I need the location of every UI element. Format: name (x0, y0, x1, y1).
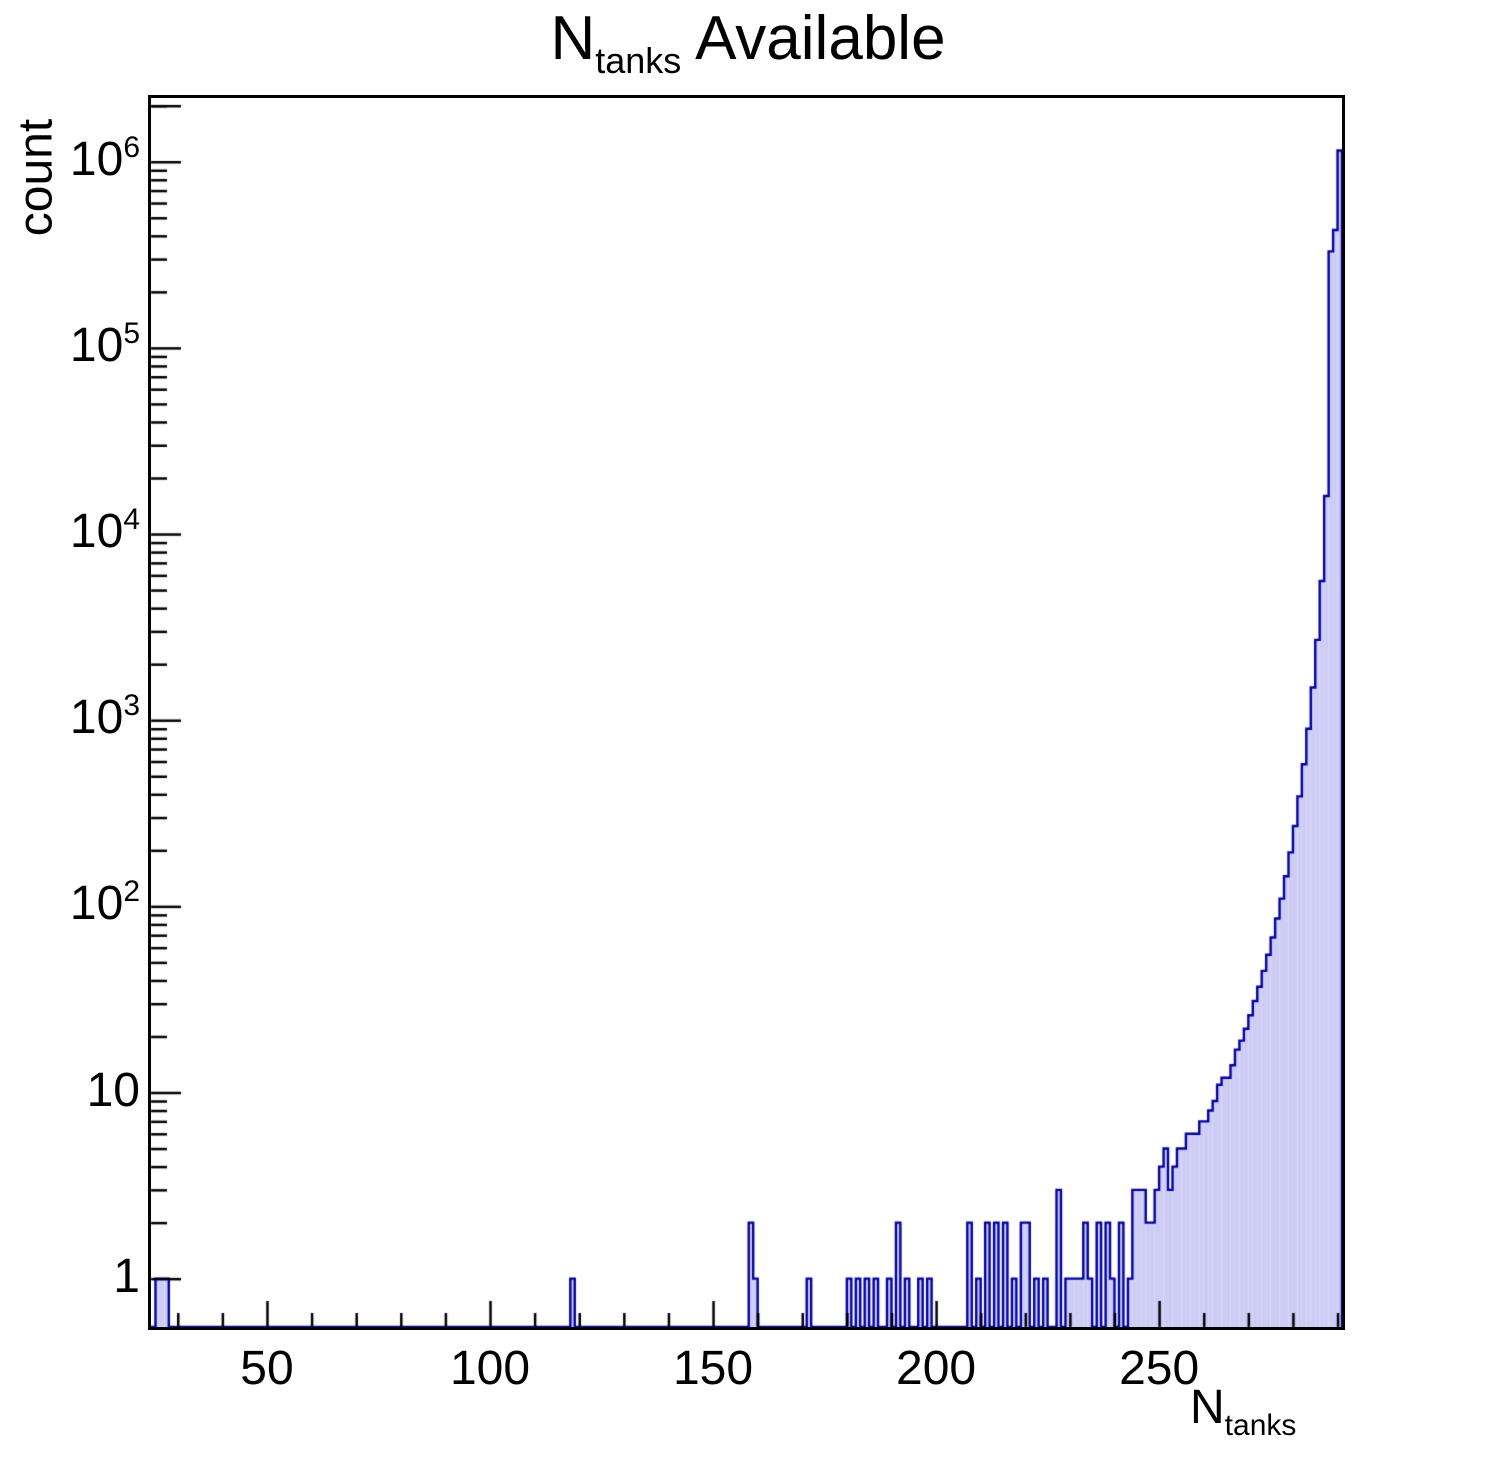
y-tick-exponent: 3 (123, 689, 140, 723)
y-tick-label: 104 (69, 503, 140, 562)
x-tick-label: 50 (240, 1342, 294, 1395)
y-tick-label: 102 (69, 875, 140, 934)
x-axis-label-subscript: tanks (1224, 1409, 1297, 1442)
y-axis-label: count (9, 118, 63, 237)
y-tick-mantissa: 10 (69, 505, 124, 559)
chart-title-base: N (550, 4, 596, 73)
chart-title: Ntanks Available (0, 4, 1496, 82)
chart-title-subscript: tanks (595, 40, 682, 81)
y-tick-exponent: 2 (123, 875, 140, 909)
y-tick-label: 105 (69, 317, 140, 376)
y-tick-mantissa: 1 (113, 1249, 140, 1303)
y-tick-mantissa: 10 (69, 318, 124, 372)
y-tick-exponent: 4 (123, 503, 140, 537)
x-tick-label: 200 (896, 1342, 977, 1395)
y-tick-label: 103 (69, 689, 140, 748)
y-tick-mantissa: 10 (69, 132, 124, 186)
x-tick-label: 100 (449, 1342, 531, 1395)
x-tick-label: 150 (672, 1342, 754, 1395)
y-tick-exponent: 5 (123, 316, 140, 350)
plot-frame (148, 95, 1345, 1330)
chart-title-rest: Available (681, 4, 946, 73)
x-tick-label: 250 (1119, 1342, 1200, 1395)
y-tick-label: 10 (86, 1063, 140, 1117)
y-tick-label: 1 (113, 1249, 140, 1303)
y-tick-exponent: 6 (123, 130, 140, 164)
histogram-canvas (151, 98, 1342, 1327)
y-tick-label: 106 (69, 131, 140, 190)
y-tick-mantissa: 10 (69, 691, 124, 745)
y-tick-mantissa: 10 (69, 877, 124, 931)
y-tick-mantissa: 10 (86, 1063, 140, 1117)
